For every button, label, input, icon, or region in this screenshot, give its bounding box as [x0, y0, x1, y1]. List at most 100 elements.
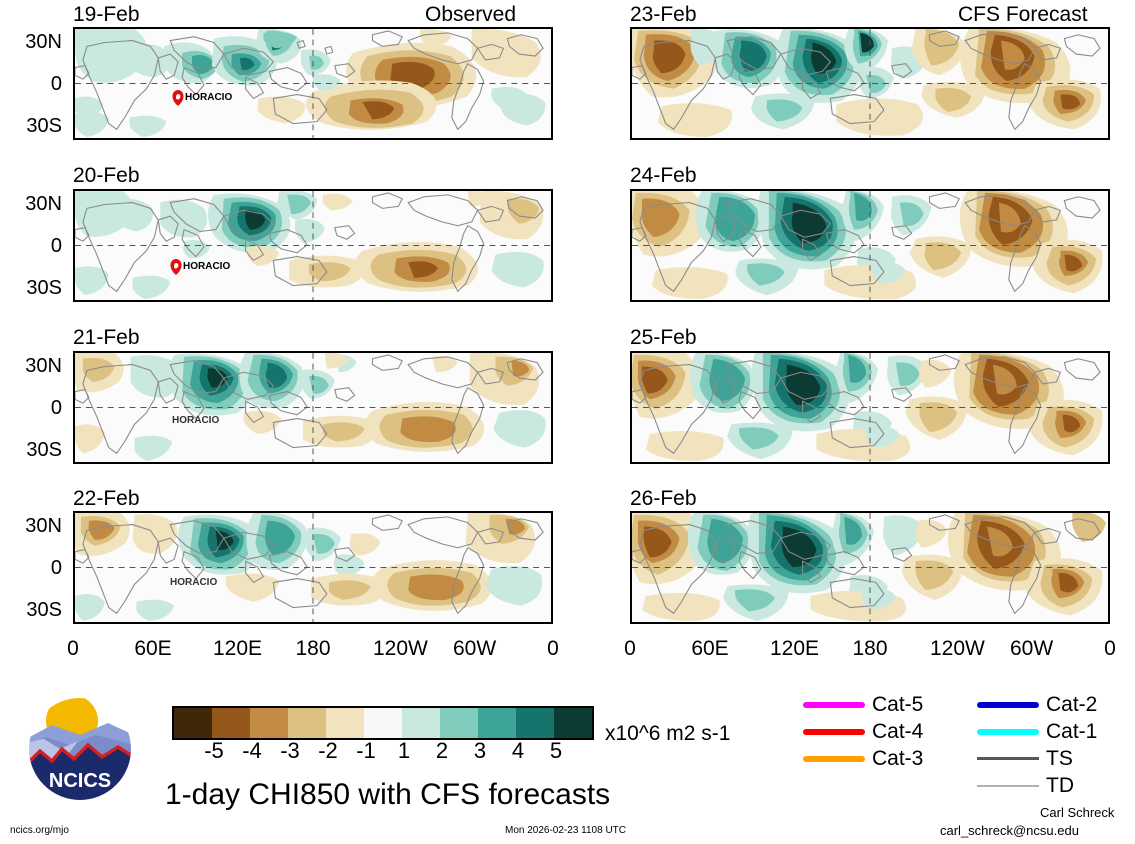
panel-title-19-feb: 19-Feb [73, 3, 140, 26]
x-axis-label-60w-right: 60W [1010, 637, 1054, 660]
panel-title-20-feb: 20-Feb [73, 164, 140, 187]
timestamp: Mon 2026-02-23 1108 UTC [505, 825, 626, 836]
ncics-logo-text: NCICS [49, 770, 111, 792]
legend-item-cat-1: Cat-1 [977, 721, 1097, 742]
colorbar-tick--3: -3 [280, 738, 300, 763]
x-axis-label-0-left-end: 0 [547, 637, 559, 660]
storm-marker-horacio-20-feb[interactable]: HORACIO [169, 259, 230, 275]
x-axis-label-0-left: 0 [67, 637, 79, 660]
storm-label: HORACIO [172, 415, 220, 426]
legend-item-ts: TS [977, 748, 1073, 769]
ncics-logo: NCICS [26, 695, 134, 803]
author-email[interactable]: carl_schreck@ncsu.edu [940, 823, 1079, 838]
legend-label-td: TD [1046, 774, 1074, 797]
map-panel-25-feb[interactable] [630, 351, 1110, 464]
x-axis-label-120w-right: 120W [930, 637, 985, 660]
x-axis-label-120w-left: 120W [373, 637, 428, 660]
map-panel-23-feb[interactable] [630, 27, 1110, 140]
y-axis-label-30s-r3: 30S [26, 439, 62, 461]
x-axis-label-60w-left: 60W [453, 637, 497, 660]
legend-item-cat-4: Cat-4 [803, 721, 923, 742]
author-name: Carl Schreck [1040, 805, 1115, 820]
y-axis-label-30n-r1: 30N [25, 31, 62, 53]
panel-title-22-feb: 22-Feb [73, 487, 140, 510]
colorbar-cell-8 [440, 708, 478, 738]
colorbar-tick--5: -5 [204, 738, 224, 763]
map-panel-21-feb[interactable] [73, 351, 553, 464]
map-panel-22-feb[interactable] [73, 511, 553, 624]
legend-label-cat-4: Cat-4 [872, 720, 924, 743]
ts-line-icon [977, 757, 1039, 760]
y-axis-label-30n-r4: 30N [25, 515, 62, 537]
y-axis-label-30s-r2: 30S [26, 277, 62, 299]
colorbar-tick--4: -4 [242, 738, 262, 763]
legend-item-cat-2: Cat-2 [977, 694, 1097, 715]
x-axis-label-60e-right: 60E [691, 637, 729, 660]
colorbar-tick-3: 3 [473, 738, 487, 763]
cat-4-line-icon [803, 728, 865, 735]
map-panel-20-feb[interactable] [73, 189, 553, 302]
colorbar-tick-1: 1 [397, 738, 411, 763]
site-url[interactable]: ncics.org/mjo [10, 825, 69, 836]
x-axis-label-180-right: 180 [852, 637, 888, 660]
column-heading-cfs-forecast: CFS Forecast [958, 3, 1088, 26]
storm-label: HORACIO [170, 577, 218, 588]
x-axis-label-0-right-end: 0 [1104, 637, 1116, 660]
map-panel-24-feb[interactable] [630, 189, 1110, 302]
x-axis-label-60e-left: 60E [134, 637, 172, 660]
legend-item-cat-3: Cat-3 [803, 748, 923, 769]
anomaly-field-22-feb [75, 513, 551, 622]
storm-marker-horacio-19-feb[interactable]: HORACIO [171, 90, 232, 106]
y-axis-label-30n-r2: 30N [25, 193, 62, 215]
anomaly-field-26-feb [632, 513, 1108, 622]
map-panel-26-feb[interactable] [630, 511, 1110, 624]
storm-label: HORACIO [185, 92, 233, 103]
colorbar-cell-7 [402, 708, 440, 738]
colorbar-cell-11 [554, 708, 592, 738]
panel-title-21-feb: 21-Feb [73, 326, 140, 349]
legend-label-cat-1: Cat-1 [1046, 720, 1098, 743]
panel-title-25-feb: 25-Feb [630, 326, 697, 349]
storm-marker-horacio-22-feb[interactable]: HORACIO [170, 578, 217, 588]
cat-1-line-icon [977, 728, 1039, 735]
legend-item-td: TD [977, 775, 1074, 796]
y-axis-label-0-r2: 0 [50, 235, 62, 257]
colorbar-tick-2: 2 [435, 738, 449, 763]
figure-title: 1-day CHI850 with CFS forecasts [165, 778, 611, 811]
colorbar-cell-6 [364, 708, 402, 738]
cat-5-line-icon [803, 701, 865, 708]
colorbar-cell-9 [478, 708, 516, 738]
y-axis-label-30s-r1: 30S [26, 115, 62, 137]
column-heading-observed: Observed [425, 3, 517, 26]
anomaly-field-24-feb [632, 191, 1108, 300]
anomaly-field-21-feb [75, 353, 551, 462]
x-axis-label-120e-right: 120E [770, 637, 820, 660]
colorbar-cell-1 [174, 708, 212, 738]
hurricane-icon [170, 259, 182, 275]
colorbar-cell-3 [250, 708, 288, 738]
colorbar-cell-2 [212, 708, 250, 738]
cat-3-line-icon [803, 755, 865, 762]
hurricane-icon [172, 90, 184, 106]
anomaly-field-23-feb [632, 29, 1108, 138]
y-axis-label-0-r1: 0 [50, 73, 62, 95]
storm-marker-horacio-21-feb[interactable]: HORACIO [172, 416, 219, 426]
x-axis-label-120e-left: 120E [213, 637, 263, 660]
y-axis-label-0-r3: 0 [50, 397, 62, 419]
panel-title-24-feb: 24-Feb [630, 164, 697, 187]
panel-title-23-feb: 23-Feb [630, 3, 697, 26]
legend-item-cat-5: Cat-5 [803, 694, 923, 715]
legend-label-cat-3: Cat-3 [872, 747, 924, 770]
cat-2-line-icon [977, 701, 1039, 708]
ncics-logo-graphic: NCICS [27, 696, 133, 802]
colorbar-units-label: x10^6 m2 s-1 [605, 722, 731, 745]
panel-title-26-feb: 26-Feb [630, 487, 697, 510]
colorbar-cell-4 [288, 708, 326, 738]
colorbar-cell-5 [326, 708, 364, 738]
anomaly-field-20-feb [75, 191, 551, 300]
colorbar-tick--1: -1 [356, 738, 376, 763]
x-axis-label-180-left: 180 [295, 637, 331, 660]
map-panel-19-feb[interactable] [73, 27, 553, 140]
colorbar-tick-4: 4 [511, 738, 525, 763]
colorbar-tick--2: -2 [318, 738, 338, 763]
